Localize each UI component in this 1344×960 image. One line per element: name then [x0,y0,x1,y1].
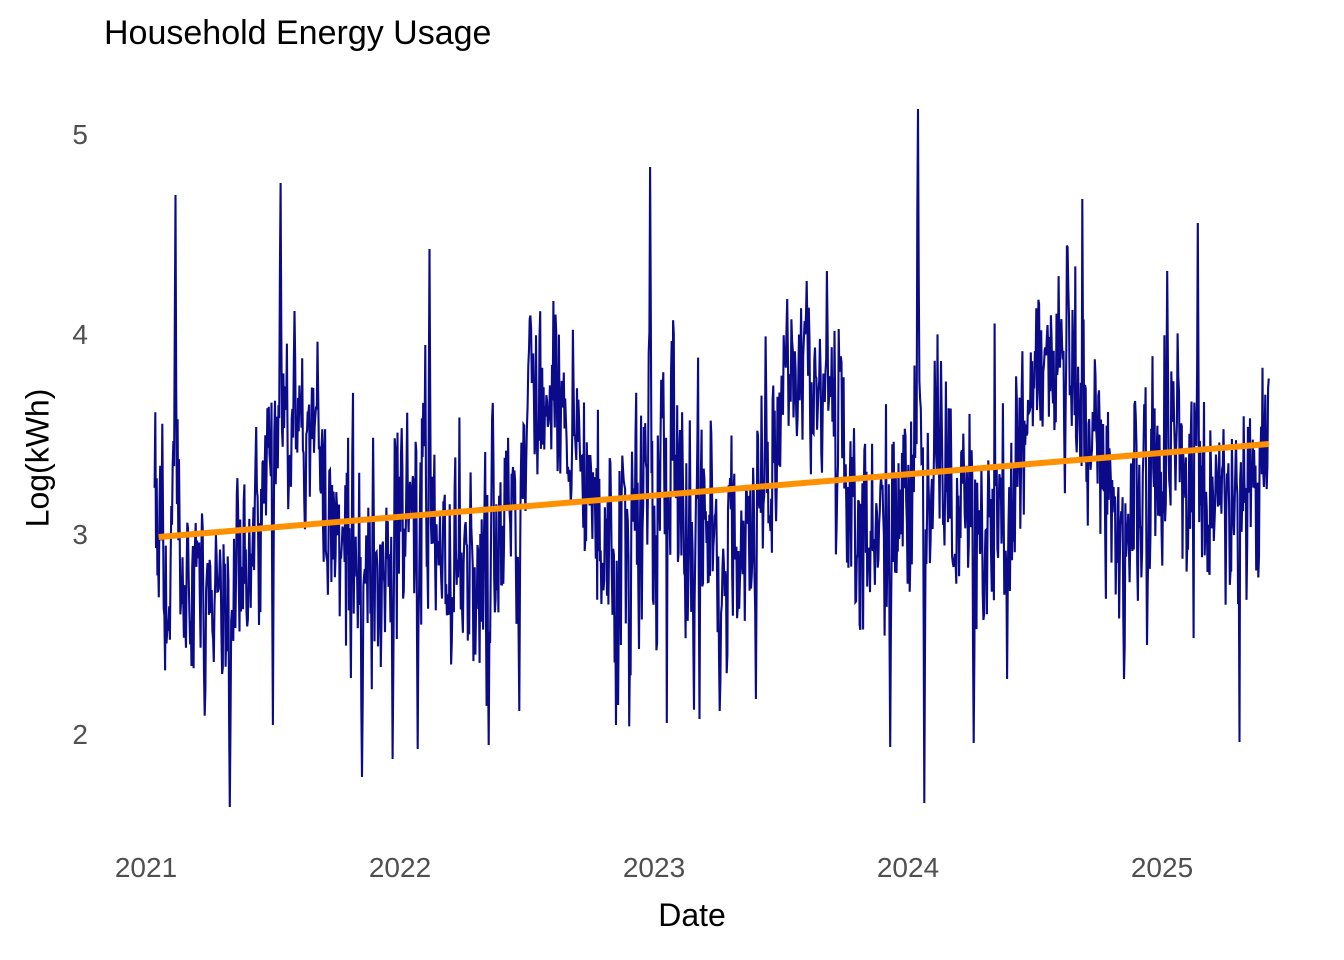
x-tick-label: 2024 [876,852,940,883]
y-tick-label: 4 [72,319,88,350]
x-tick-label: 2023 [622,852,686,883]
x-tick-label: 2025 [1130,852,1194,883]
trend-line [158,441,1269,540]
y-axis-title: Log(kWh) [19,388,56,528]
x-axis-title: Date [658,897,726,933]
x-tick-label: 2021 [114,852,178,883]
y-tick-label: 5 [72,119,88,150]
daily-series-line [153,108,1270,808]
x-tick-label: 2022 [368,852,432,883]
y-tick-label: 3 [72,519,88,550]
chart-title: Household Energy Usage [104,14,492,52]
y-tick-label: 2 [72,719,88,750]
